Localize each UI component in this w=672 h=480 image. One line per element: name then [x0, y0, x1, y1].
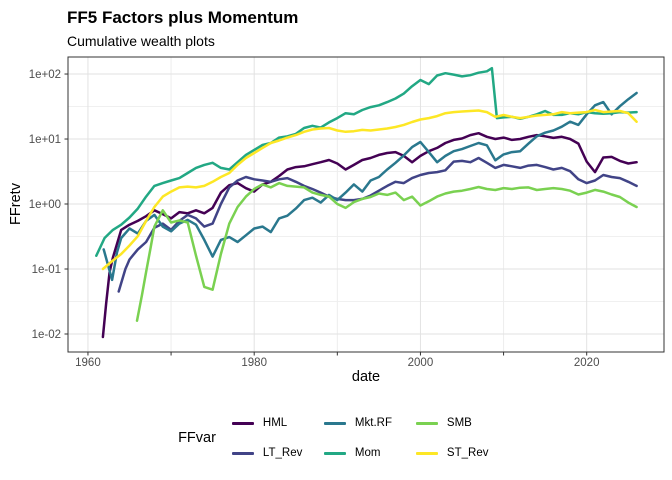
legend-column: SMB ST_Rev	[415, 408, 494, 468]
legend-item-label: SMB	[446, 417, 472, 429]
series-line-Mom	[95, 66, 638, 257]
y-tick-label: 1e-01	[32, 264, 61, 276]
legend-key-line-icon	[415, 421, 438, 425]
legend-item-ST_Rev: ST_Rev	[415, 438, 494, 468]
x-axis-title: date	[351, 369, 381, 385]
x-tick-label: 2000	[408, 357, 434, 369]
legend-key-line-icon	[415, 451, 438, 455]
legend-item-label: Mkt.RF	[354, 417, 392, 429]
y-axis-title: FFretv	[8, 183, 24, 225]
legend-item-SMB: SMB	[415, 408, 494, 438]
y-tick-label: 1e+01	[29, 134, 61, 146]
series-line-LT_Rev	[117, 156, 638, 293]
y-tick-label: 1e+00	[29, 199, 61, 211]
legend-item-HML: HML	[231, 408, 310, 438]
legend: FFvar HML LT_Rev Mkt.RF Mom SMB ST_Rev	[0, 408, 672, 468]
legend-item-Mom: Mom	[323, 438, 402, 468]
x-tick-label: 1980	[241, 357, 267, 369]
legend-column: Mkt.RF Mom	[323, 408, 402, 468]
legend-item-label: Mom	[354, 447, 381, 459]
y-tick-label: 1e+02	[29, 69, 61, 81]
legend-item-label: HML	[262, 417, 288, 429]
legend-item-label: ST_Rev	[446, 447, 489, 459]
x-tick-label: 2020	[574, 357, 600, 369]
chart-title: FF5 Factors plus Momentum	[67, 8, 299, 27]
series-line-HML	[101, 131, 638, 339]
legend-items: HML LT_Rev Mkt.RF Mom SMB ST_Rev	[231, 408, 494, 468]
legend-column: HML LT_Rev	[231, 408, 310, 468]
legend-key-line-icon	[231, 451, 254, 455]
y-tick-label: 1e-02	[32, 329, 61, 341]
chart-subtitle: Cumulative wealth plots	[67, 33, 215, 49]
legend-key-line-icon	[231, 421, 254, 425]
series-line-ST_Rev	[101, 108, 638, 271]
legend-item-label: LT_Rev	[262, 447, 303, 459]
legend-item-Mkt.RF: Mkt.RF	[323, 408, 402, 438]
legend-key-line-icon	[323, 421, 346, 425]
series-line-SMB	[135, 181, 638, 322]
legend-title: FFvar	[178, 430, 216, 446]
legend-item-LT_Rev: LT_Rev	[231, 438, 310, 468]
x-tick-label: 1960	[75, 357, 101, 369]
legend-key-line-icon	[323, 451, 346, 455]
series-line-Mkt.RF	[102, 91, 638, 282]
